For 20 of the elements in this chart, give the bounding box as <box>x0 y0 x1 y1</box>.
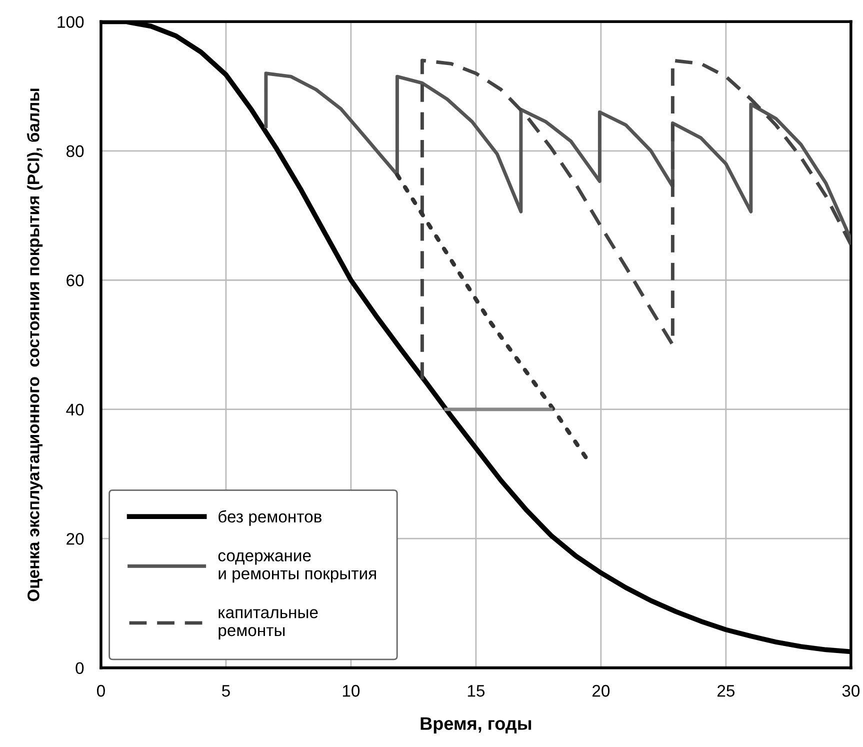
y-tick-label: 80 <box>66 145 84 158</box>
x-tick-label: 20 <box>592 684 610 697</box>
x-tick-label: 10 <box>342 684 360 697</box>
x-tick-label: 15 <box>468 685 485 697</box>
x-tick-label: 0 <box>96 684 105 697</box>
y-tick-label: 20 <box>66 532 84 545</box>
x-tick-label: 5 <box>222 685 230 697</box>
x-tick-label: 30 <box>842 684 860 697</box>
legend-label: капитальные ремонты <box>218 609 318 640</box>
line-series <box>264 72 851 242</box>
legend-label: без ремонтов <box>218 510 322 526</box>
legend-label: содержание и ремонты покрытия <box>218 552 376 583</box>
y-axis-title: Оценка эксплуатационного состояния покрытия (PCI), баллы <box>26 88 43 602</box>
line-series <box>420 58 851 382</box>
x-axis-title: Время, годы <box>420 717 532 734</box>
y-tick-label: 40 <box>66 404 84 416</box>
y-tick-label: 100 <box>58 16 84 28</box>
y-tick-label: 0 <box>76 662 84 674</box>
x-tick-label: 25 <box>717 684 734 697</box>
y-tick-label: 60 <box>66 274 84 286</box>
